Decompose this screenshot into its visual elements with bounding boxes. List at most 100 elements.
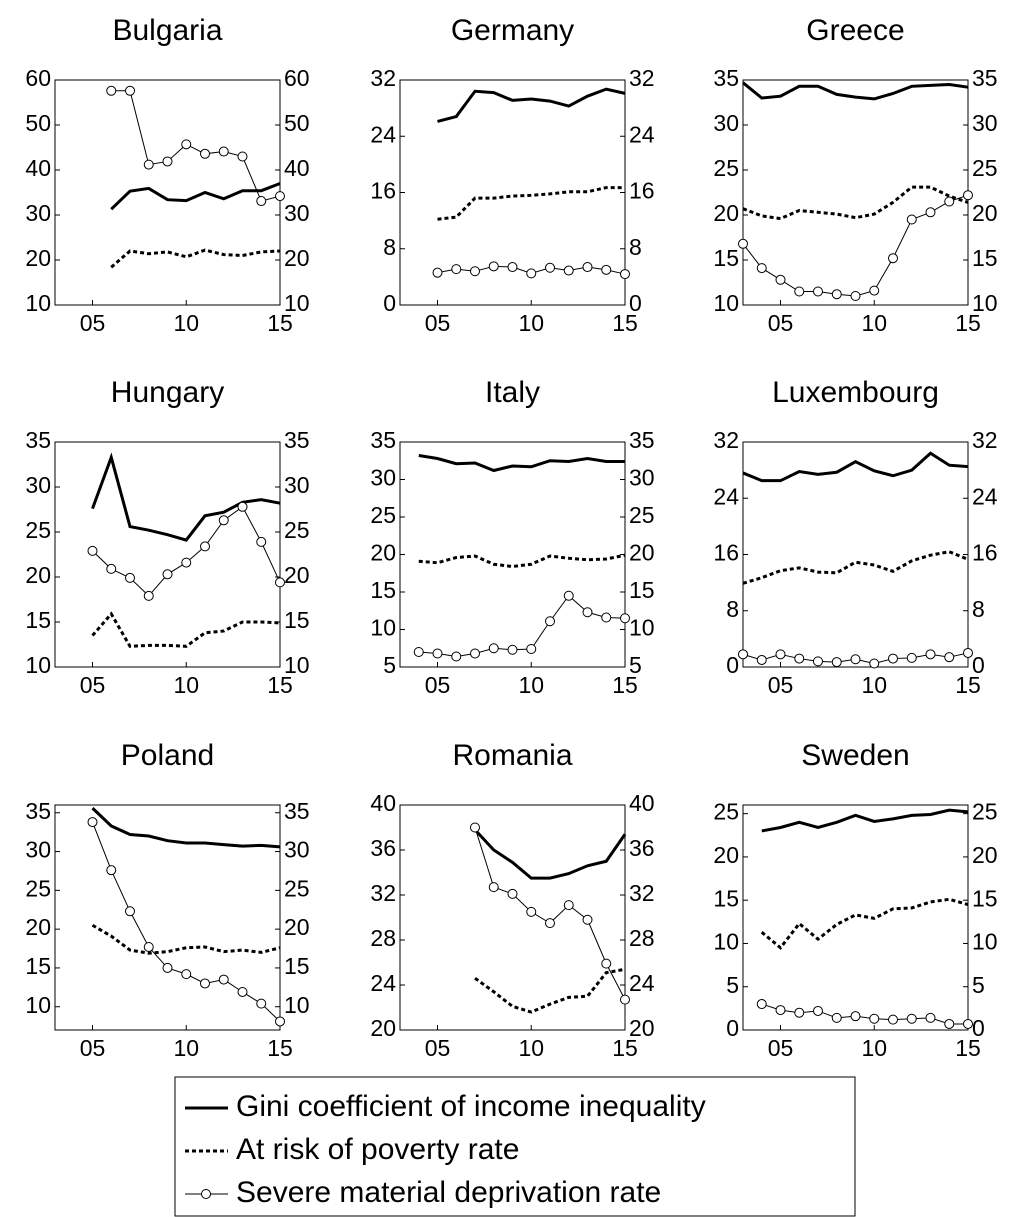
legend-label: Severe material deprivation rate — [236, 1176, 661, 1209]
y2-tick-label: 20 — [284, 562, 310, 588]
y2-tick-label: 0 — [972, 1015, 985, 1041]
y-tick-label: 28 — [370, 925, 396, 951]
x-tick-label: 05 — [768, 1035, 794, 1061]
y2-tick-label: 10 — [284, 290, 310, 316]
series-marker — [432, 267, 443, 278]
y-tick-label: 16 — [370, 178, 396, 204]
series-line — [742, 550, 969, 585]
y-tick-label: 36 — [370, 835, 396, 861]
y-tick-label: 20 — [25, 245, 51, 271]
y2-tick-label: 24 — [972, 483, 998, 509]
y-tick-label: 35 — [370, 427, 396, 453]
series-marker — [125, 85, 135, 96]
y2-tick-label: 30 — [284, 472, 310, 498]
y-tick-label: 20 — [25, 914, 51, 940]
series-marker — [888, 1014, 898, 1025]
y-tick-label: 10 — [25, 992, 51, 1018]
x-tick-label: 15 — [267, 1035, 293, 1061]
series-marker — [563, 900, 574, 911]
y2-tick-label: 10 — [284, 992, 310, 1018]
x-tick-label: 05 — [80, 672, 106, 698]
y2-tick-label: 25 — [284, 875, 310, 901]
series-marker — [143, 941, 154, 952]
y2-tick-label: 30 — [284, 837, 310, 863]
y2-tick-label: 20 — [629, 1015, 655, 1041]
plot-frame — [742, 79, 969, 306]
y-tick-label: 0 — [383, 290, 396, 316]
series-marker — [106, 865, 117, 876]
series-marker — [181, 139, 192, 150]
y2-tick-label: 35 — [972, 65, 998, 91]
series-line — [110, 182, 281, 211]
y2-tick-label: 10 — [284, 652, 310, 678]
series-marker — [620, 613, 630, 624]
panel-title: Italy — [485, 376, 540, 409]
y2-tick-label: 16 — [972, 540, 998, 566]
x-tick-label: 05 — [425, 1035, 451, 1061]
x-tick-label: 10 — [861, 672, 887, 698]
panel: Poland 10 15 20 25 30 35 10 15 20 25 30 35 05 10 15 — [25, 739, 309, 1061]
x-tick-label: 15 — [267, 310, 293, 336]
y2-tick-label: 24 — [629, 970, 655, 996]
series-marker — [775, 1005, 786, 1016]
series-marker — [432, 648, 443, 659]
y-tick-label: 25 — [370, 502, 396, 528]
series-line — [418, 454, 625, 473]
series-marker — [869, 1013, 880, 1024]
x-tick-label: 05 — [768, 310, 794, 336]
y2-tick-label: 30 — [284, 200, 310, 226]
y2-tick-label: 0 — [629, 290, 642, 316]
y-tick-label: 32 — [713, 427, 739, 453]
y2-tick-label: 35 — [629, 427, 655, 453]
y2-tick-label: 15 — [629, 577, 655, 603]
series-marker — [162, 156, 173, 167]
series-line — [110, 248, 281, 269]
y2-tick-label: 32 — [629, 65, 655, 91]
series-marker — [106, 85, 117, 96]
y2-tick-label: 32 — [629, 880, 655, 906]
y-tick-label: 20 — [370, 1015, 396, 1041]
y-tick-label: 15 — [25, 607, 51, 633]
plot-frame — [399, 804, 626, 1031]
y-tick-label: 10 — [25, 290, 51, 316]
y-tick-label: 30 — [713, 110, 739, 136]
y-tick-label: 50 — [25, 110, 51, 136]
y-tick-label: 0 — [726, 652, 739, 678]
plot-frame — [742, 804, 969, 1031]
series-marker — [620, 269, 630, 280]
x-tick-label: 05 — [425, 310, 451, 336]
y2-tick-label: 50 — [284, 110, 310, 136]
series-marker — [488, 643, 499, 654]
y2-tick-label: 30 — [629, 465, 655, 491]
series-marker — [944, 1018, 955, 1029]
y2-tick-label: 24 — [629, 121, 655, 147]
series-marker — [87, 545, 98, 556]
series-marker — [944, 652, 955, 663]
series-marker — [831, 289, 842, 300]
y-tick-label: 35 — [25, 798, 51, 824]
x-tick-label: 10 — [173, 672, 199, 698]
y-tick-label: 10 — [713, 929, 739, 955]
series-marker — [563, 590, 574, 601]
panel: Germany 0 8 16 24 32 0 8 16 24 32 05 10 15 — [370, 14, 654, 336]
y-tick-label: 25 — [713, 799, 739, 825]
y-tick-label: 15 — [713, 885, 739, 911]
series-marker — [470, 266, 480, 277]
series-marker — [582, 262, 593, 273]
x-tick-label: 10 — [173, 1035, 199, 1061]
y-tick-label: 10 — [25, 652, 51, 678]
series-marker — [888, 253, 898, 264]
series-marker — [963, 1018, 973, 1029]
series-marker — [218, 974, 229, 985]
series-marker — [200, 148, 210, 159]
y-tick-label: 24 — [370, 121, 396, 147]
y2-tick-label: 20 — [972, 200, 998, 226]
series-marker — [831, 1012, 842, 1023]
series-marker — [850, 1011, 861, 1022]
x-tick-label: 05 — [80, 310, 106, 336]
series-marker — [601, 958, 612, 969]
series-marker — [200, 541, 210, 552]
y2-tick-label: 10 — [972, 929, 998, 955]
